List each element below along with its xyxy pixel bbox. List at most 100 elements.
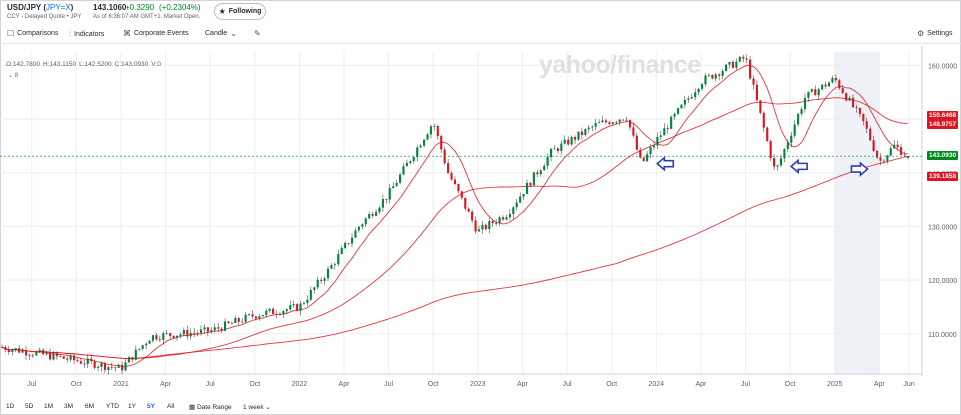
candle-body — [76, 360, 79, 362]
candle-body — [646, 154, 649, 162]
range-1d[interactable]: 1D — [6, 403, 15, 410]
quote-source: CCY - Delayed Quote • JPY — [7, 14, 82, 20]
candle-body — [797, 113, 800, 125]
candle-body — [752, 78, 755, 85]
candle-body — [107, 366, 110, 370]
comparisons-button[interactable]: ☐ Comparisons — [7, 29, 59, 38]
x-tick-label: Jun — [903, 381, 914, 388]
indicators-button[interactable]: ⫶ Indicators — [69, 29, 105, 38]
candle-body — [409, 161, 412, 163]
corporate-events-button[interactable]: ⌘ Corporate Events — [123, 29, 189, 38]
candle-body — [350, 237, 354, 244]
follow-button[interactable]: ★ Following — [214, 3, 266, 20]
toolbar-divider — [0, 43, 961, 44]
draw-button[interactable]: ✎ — [254, 29, 261, 38]
candle-body — [169, 333, 172, 336]
candle-body — [821, 84, 824, 90]
x-tick-label: Apr — [517, 381, 529, 388]
candle-body — [210, 330, 213, 332]
moving-average-line — [1, 97, 908, 359]
range-5d[interactable]: 5D — [25, 403, 34, 410]
range-1y[interactable]: 1Y — [128, 403, 136, 410]
candle-body — [110, 366, 113, 368]
candle-body — [584, 129, 587, 135]
candle-body — [292, 304, 295, 306]
candle-body — [213, 327, 216, 331]
candle-body — [618, 119, 621, 123]
x-tick-label: Oct — [785, 381, 796, 388]
candle-body — [680, 104, 683, 109]
candle-body — [556, 148, 559, 152]
candle-body — [570, 137, 573, 145]
interval-select[interactable]: 1 week ⌄ — [243, 404, 271, 411]
settings-button[interactable]: ⚙ Settings — [917, 29, 953, 38]
pencil-icon: ✎ — [254, 29, 261, 38]
candle-body — [323, 278, 326, 281]
candle-body — [838, 80, 841, 89]
candle-body — [179, 334, 182, 336]
candle-body — [38, 349, 41, 352]
candle-body — [121, 364, 124, 371]
candle-body — [72, 355, 76, 361]
y-tick-label: 120.0000 — [928, 278, 957, 285]
candle-body — [86, 358, 89, 365]
candle-body — [714, 74, 717, 79]
open-value: O:142.7800 — [6, 61, 40, 68]
candle-body — [694, 92, 697, 98]
candle-body — [666, 128, 669, 129]
range-ytd[interactable]: YTD — [106, 403, 119, 410]
candle-body — [697, 88, 700, 93]
candle-body — [893, 144, 896, 149]
candle-body — [131, 357, 134, 360]
last-price: 143.1060 — [93, 3, 127, 12]
candle-body — [450, 173, 453, 180]
candle-body — [471, 211, 474, 221]
chart-type-select[interactable]: Candle ⌄ — [205, 29, 237, 38]
price-chart[interactable]: 110.0000120.0000130.0000140.0000150.0000… — [0, 44, 961, 402]
quote-timestamp: As of 6:36:07 AM GMT+1. Market Open. — [93, 14, 201, 20]
x-tick-label: Jul — [384, 381, 393, 388]
candle-body — [879, 157, 882, 161]
candle-body — [433, 126, 436, 127]
candle-body — [117, 364, 120, 368]
candle-body — [721, 70, 724, 76]
candle-body — [543, 165, 546, 171]
candle-body — [474, 220, 477, 232]
candle-body — [436, 126, 439, 136]
candle-body — [155, 335, 158, 340]
candle-body — [244, 314, 247, 322]
x-tick-label: Oct — [71, 381, 82, 388]
candle-body — [254, 316, 257, 319]
indicator-toggle[interactable]: ⌄ 8 — [8, 73, 19, 79]
x-tick-label: 2024 — [648, 381, 664, 388]
price-tag: 150.6468 — [927, 110, 959, 120]
candle-body — [138, 348, 141, 350]
candle-body — [392, 186, 395, 189]
range-1m[interactable]: 1M — [44, 403, 54, 410]
candle-body — [385, 198, 388, 200]
ticker-link[interactable]: JPY=X — [45, 3, 71, 12]
candle-body — [481, 224, 484, 230]
candle-body — [234, 318, 237, 323]
date-range-button[interactable]: ▦ Date Range — [189, 404, 232, 411]
symbol-title: USD/JPY (JPY=X) — [7, 3, 74, 12]
candle-body — [855, 107, 858, 108]
candle-body — [429, 126, 433, 135]
range-5y[interactable]: 5Y — [147, 403, 155, 410]
candle-body — [690, 97, 693, 99]
candle-body — [282, 311, 285, 315]
range-3m[interactable]: 3M — [64, 403, 74, 410]
range-all[interactable]: All — [167, 403, 175, 410]
candle-body — [608, 122, 611, 125]
candle-body — [464, 197, 467, 209]
chevron-down-icon: ⌄ — [8, 73, 15, 79]
candle-body — [423, 139, 426, 146]
star-icon: ★ — [218, 7, 226, 16]
candle-body — [622, 119, 625, 121]
x-tick-label: Jul — [563, 381, 572, 388]
candle-body — [865, 121, 868, 129]
low-value: L:142.5200 — [79, 61, 112, 68]
candle-body — [388, 188, 391, 200]
candle-body — [296, 304, 299, 311]
range-6m[interactable]: 6M — [85, 403, 95, 410]
